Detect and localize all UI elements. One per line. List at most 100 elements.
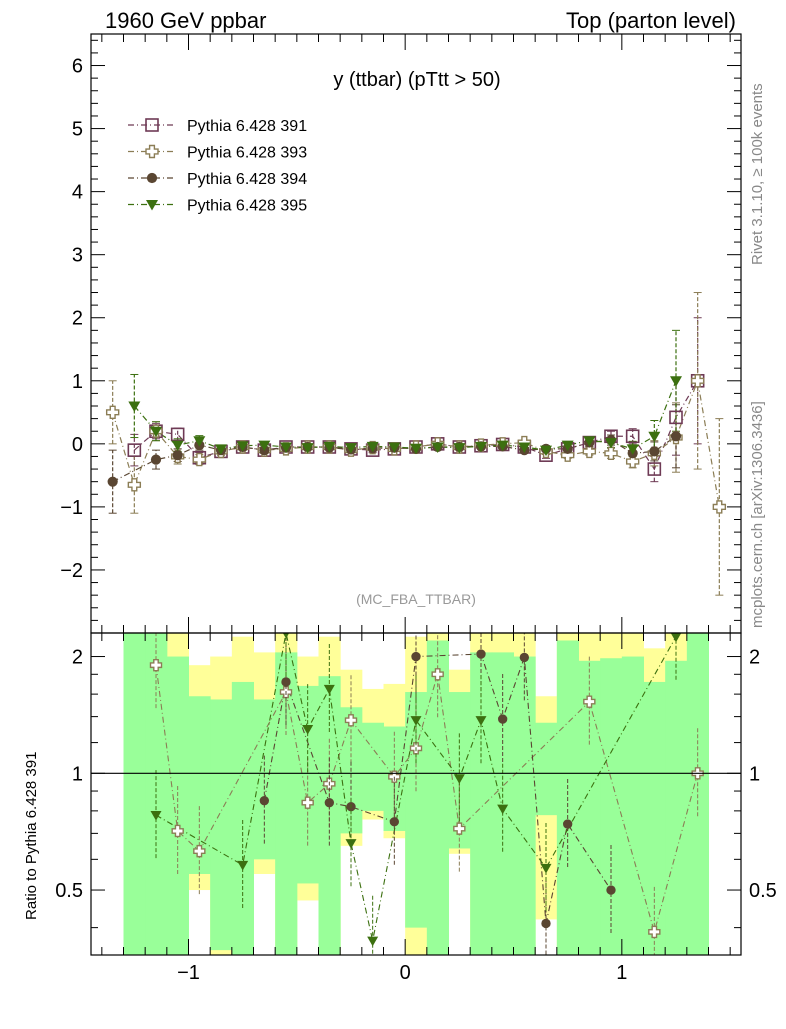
ratio-series-markers <box>149 633 704 955</box>
ratio-point <box>606 885 616 895</box>
main-ytick-label: 3 <box>72 245 83 267</box>
ratio-point <box>519 652 530 663</box>
ratio-point <box>324 797 335 808</box>
ratio-band-green <box>253 699 276 860</box>
main-ytick-label: 5 <box>72 119 83 141</box>
main-point <box>647 462 662 476</box>
ratio-point <box>541 918 551 929</box>
legend-marker <box>146 200 158 211</box>
main-series-markers <box>105 292 727 596</box>
ratio-point <box>344 714 358 727</box>
main-point <box>258 440 271 452</box>
main-point <box>280 442 292 453</box>
ratio-point <box>431 668 444 681</box>
ratio-point <box>475 716 487 726</box>
main-point <box>625 454 640 469</box>
main-point <box>431 442 444 453</box>
legend-marker <box>145 144 159 159</box>
xtick-label: 1 <box>616 962 627 984</box>
ratio-point <box>411 651 421 662</box>
main-point <box>388 442 401 453</box>
main-point <box>626 444 639 455</box>
main-point <box>366 441 379 453</box>
legend-label: Pythia 6.428 393 <box>187 145 307 162</box>
ratio-point <box>670 633 682 643</box>
ratio-point <box>237 860 249 871</box>
ratio-band-green <box>535 722 558 816</box>
rivet-label: Rivet 3.1.10, ≥ 100k events <box>749 83 766 265</box>
ratio-point <box>281 677 291 687</box>
ratio-ytick-label: 2 <box>72 647 83 669</box>
main-point <box>171 440 184 452</box>
main-point <box>107 476 118 487</box>
ratio-point <box>583 695 596 708</box>
main-point <box>410 443 422 455</box>
legend-label: Pythia 6.428 394 <box>187 171 307 188</box>
ratio-point <box>149 658 163 672</box>
main-point <box>323 441 336 453</box>
ratio-point <box>497 804 509 815</box>
header-left: 1960 GeV ppbar <box>105 8 266 33</box>
ratio-band-green <box>470 652 493 955</box>
ratio-point <box>302 724 314 735</box>
main-point <box>561 440 574 452</box>
ratio-band-green <box>426 640 449 955</box>
ratio-point <box>497 714 508 724</box>
ratio-point <box>562 819 573 829</box>
main-point <box>670 431 682 442</box>
ratio-band-green <box>231 681 254 955</box>
ratio-ytick-label: 1 <box>72 763 83 785</box>
legend-marker <box>145 118 159 132</box>
main-point <box>172 450 183 461</box>
ratio-point <box>648 925 661 939</box>
main-point <box>669 410 683 425</box>
ratio-ytick-label-right: 1 <box>749 763 760 785</box>
main-ytick-label: −2 <box>60 560 83 582</box>
main-point <box>215 444 227 455</box>
ratio-point <box>453 774 465 784</box>
ratio-band-green <box>578 660 601 955</box>
main-point <box>690 374 705 388</box>
main-ytick-label: 0 <box>72 434 83 456</box>
main-ytick-label: 4 <box>72 182 83 204</box>
ratio-band-green <box>600 658 623 955</box>
main-point <box>236 441 249 452</box>
main-ytick-label: 6 <box>72 56 83 78</box>
main-point <box>604 446 618 460</box>
legend: Pythia 6.428 391 Pythia 6.428 393 Pythia 6… <box>128 118 307 215</box>
main-point <box>649 446 660 457</box>
main-point <box>150 454 162 465</box>
ratio-point <box>193 844 206 858</box>
ratio-line-series-2 <box>263 653 612 924</box>
xtick-label: 0 <box>400 962 411 984</box>
plot-title: y (ttbar) (pTtt > 50) <box>333 69 500 91</box>
ratio-band-green <box>686 633 709 955</box>
legend-label: Pythia 6.428 395 <box>187 198 307 215</box>
main-point <box>192 452 207 467</box>
ratio-point <box>171 824 184 838</box>
main-point <box>128 401 141 413</box>
main-point <box>345 443 357 454</box>
ratio-band-green <box>123 633 146 955</box>
main-point <box>301 443 314 454</box>
ratio-point <box>476 649 486 659</box>
ratio-band-green <box>188 696 211 874</box>
ratio-ytick-label-right: 2 <box>749 647 760 669</box>
main-point <box>625 429 640 444</box>
ratio-band-green <box>361 722 384 811</box>
ratio-band-green <box>643 681 666 955</box>
main-point <box>453 443 466 454</box>
ratio-band-green <box>210 699 233 951</box>
analysis-tag: (MC_FBA_TTBAR) <box>356 591 476 607</box>
legend-marker <box>146 172 158 184</box>
ratio-point <box>323 684 335 695</box>
main-point <box>583 436 596 447</box>
ratio-band-green <box>275 652 298 955</box>
main-point <box>475 441 487 453</box>
mcplots-label: mcplots.cern.ch [arXiv:1306.3436] <box>749 401 766 628</box>
main-point <box>670 376 682 387</box>
ratio-point <box>367 936 379 947</box>
main-point <box>582 444 597 459</box>
